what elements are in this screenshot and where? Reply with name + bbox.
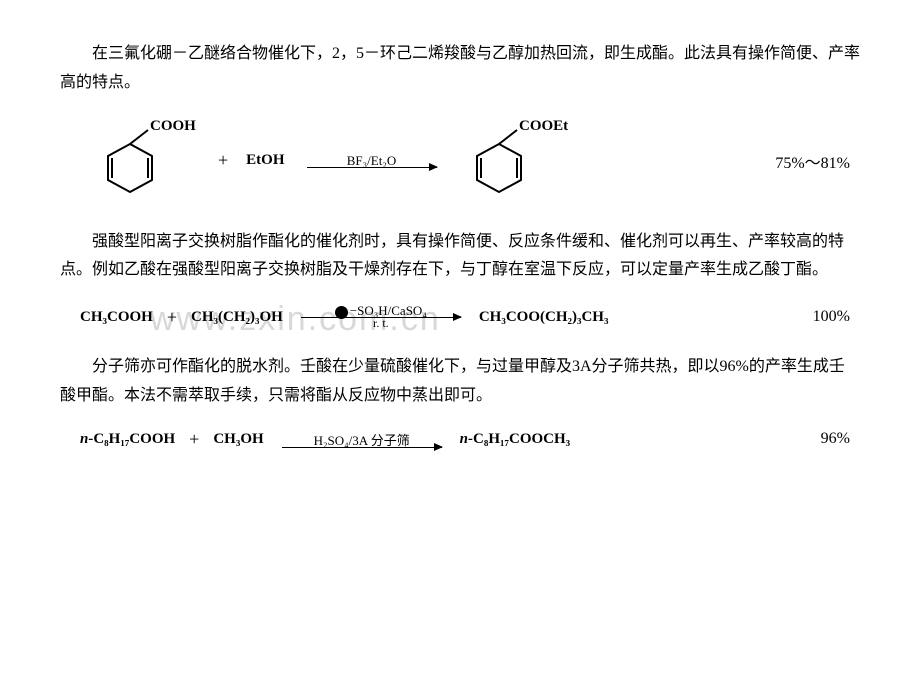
svg-text:COOEt: COOEt xyxy=(519,118,568,134)
arrow-condition-2-bottom: r. t. xyxy=(373,316,389,331)
plus-sign-2: + xyxy=(167,307,177,328)
svg-text:COOH: COOH xyxy=(150,118,196,134)
acetic-acid-label: CH₃COOH xyxy=(80,309,153,326)
methanol-label: CH₃OH xyxy=(213,431,263,448)
paragraph-1: 在三氟化硼－乙醚络合物催化下，2，5－环己二烯羧酸与乙醇加热回流，即生成酯。此法… xyxy=(60,40,860,98)
reaction-2: CH₃COOH + CH₃(CH₂)₃OH −SO₃H/CaSO₄ r. t. … xyxy=(60,303,860,331)
cyclohexadiene-cooet-icon: COOEt xyxy=(459,116,579,206)
paragraph-3: 分子筛亦可作酯化的脱水剂。壬酸在少量硫酸催化下，与过量甲醇及3A分子筛共热，即以… xyxy=(60,353,860,411)
reaction-arrow-1: BF₃/Et₂O xyxy=(307,153,437,168)
document-body: 在三氟化硼－乙醚络合物催化下，2，5－环己二烯羧酸与乙醇加热回流，即生成酯。此法… xyxy=(60,40,860,450)
methyl-nonanoate-label: n-C₈H₁₇COOCH₃ xyxy=(460,431,571,448)
plus-sign-3: + xyxy=(189,429,199,450)
butyl-acetate-label: CH₃COO(CH₂)₃CH₃ xyxy=(479,309,609,326)
butanol-label: CH₃(CH₂)₃OH xyxy=(191,309,283,326)
ethanol-label: EtOH xyxy=(246,152,284,169)
nonanoic-acid-label: n-C₈H₁₇COOH xyxy=(80,431,175,448)
plus-sign-1: + xyxy=(218,150,228,171)
paragraph-2: 强酸型阳离子交换树脂作酯化的催化剂时，具有操作简便、反应条件缓和、催化剂可以再生… xyxy=(60,228,860,286)
yield-1: 75%～81% xyxy=(775,149,860,173)
yield-2: 100% xyxy=(813,308,860,326)
reaction-3: n-C₈H₁₇COOH + CH₃OH H₂SO₄/3A 分子筛 n-C₈H₁₇… xyxy=(60,429,860,450)
cyclohexadiene-cooh-icon: COOH xyxy=(90,116,200,206)
reaction-arrow-2: −SO₃H/CaSO₄ r. t. xyxy=(301,303,461,331)
yield-3: 96% xyxy=(821,430,860,448)
reaction-arrow-3: H₂SO₄/3A 分子筛 xyxy=(282,430,442,448)
reaction-1: COOH + EtOH BF₃/Et₂O COOEt 75%～81% xyxy=(60,116,860,206)
